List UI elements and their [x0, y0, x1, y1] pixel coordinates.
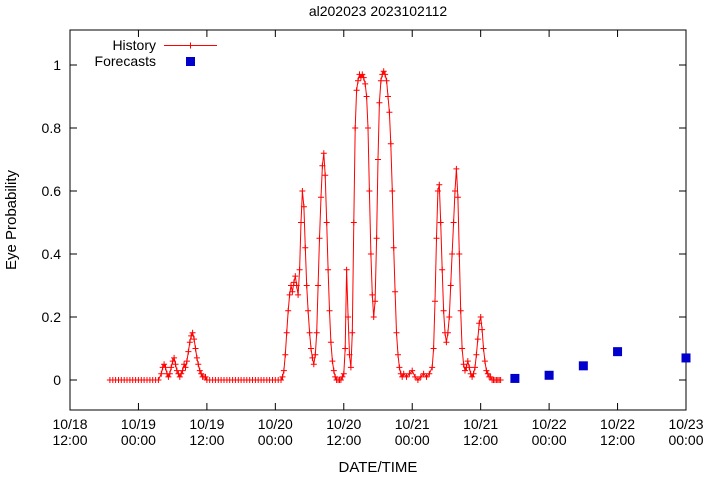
- x-tick-label-date: 10/23: [668, 416, 703, 432]
- chart-title: al202023 2023102112: [309, 3, 448, 19]
- x-tick-label-time: 00:00: [395, 432, 430, 448]
- legend-forecast-square-icon: [186, 57, 195, 66]
- x-tick-label-date: 10/22: [600, 416, 635, 432]
- legend-history-label: History: [112, 37, 156, 53]
- x-tick-label-time: 00:00: [532, 432, 567, 448]
- x-tick-label-time: 00:00: [668, 432, 703, 448]
- x-tick-label-date: 10/22: [532, 416, 567, 432]
- x-tick-label-date: 10/18: [52, 416, 87, 432]
- legend: History Forecasts: [95, 37, 217, 69]
- x-tick-label-date: 10/20: [258, 416, 293, 432]
- plot-area: 10/1812:0010/1900:0010/1912:0010/2000:00…: [42, 29, 704, 448]
- x-axis-label: DATE/TIME: [339, 459, 418, 476]
- x-tick-label-time: 12:00: [600, 432, 635, 448]
- x-tick-label-time: 00:00: [121, 432, 156, 448]
- y-tick-label: 0.6: [42, 183, 62, 199]
- history-line: [109, 70, 501, 381]
- forecast-point: [613, 347, 623, 357]
- x-tick-label-time: 12:00: [189, 432, 224, 448]
- forecast-point: [681, 353, 691, 363]
- x-tick-label-date: 10/21: [395, 416, 430, 432]
- legend-history-plus-icon: [187, 42, 194, 49]
- x-tick-label-date: 10/19: [121, 416, 156, 432]
- x-tick-label-date: 10/19: [189, 416, 224, 432]
- forecast-point: [544, 370, 554, 380]
- y-axis-label: Eye Probability: [3, 169, 20, 270]
- y-tick-label: 0: [53, 372, 61, 388]
- x-tick-label-date: 10/21: [463, 416, 498, 432]
- history-plus-markers: [106, 68, 504, 383]
- forecast-point: [578, 361, 588, 371]
- legend-forecasts-label: Forecasts: [95, 53, 156, 69]
- forecast-point: [510, 373, 520, 383]
- plot-border: [69, 29, 687, 411]
- x-tick-label-time: 12:00: [326, 432, 361, 448]
- x-tick-label-time: 12:00: [463, 432, 498, 448]
- x-tick-label-time: 12:00: [52, 432, 87, 448]
- y-tick-label: 0.4: [42, 246, 62, 262]
- y-tick-label: 0.8: [42, 120, 62, 136]
- y-tick-label: 0.2: [42, 309, 62, 325]
- y-tick-label: 1: [53, 57, 61, 73]
- x-tick-label-time: 00:00: [258, 432, 293, 448]
- x-tick-label-date: 10/20: [326, 416, 361, 432]
